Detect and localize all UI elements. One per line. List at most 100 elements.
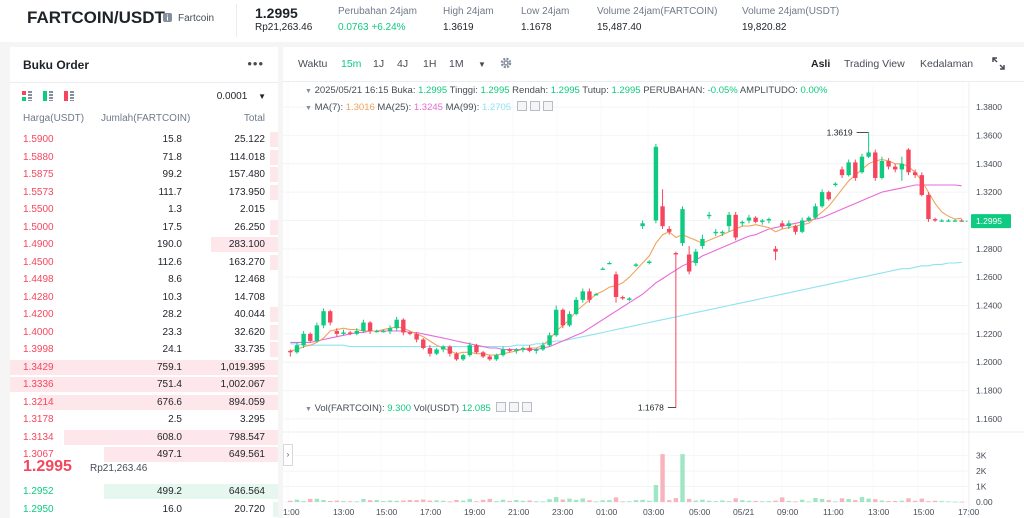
candlestick-chart[interactable]: 1.38001.36001.34001.32001.30001.28001.26…: [283, 82, 1024, 518]
bid-row[interactable]: 1.2950 16.0 20.720: [10, 501, 278, 517]
indicator-settings-icon[interactable]: [516, 101, 527, 111]
interval-1j[interactable]: 1J: [373, 58, 385, 70]
ask-row[interactable]: 1.3998 24.1 33.735: [10, 342, 278, 357]
collapse-arrow-icon[interactable]: ▼: [305, 406, 312, 413]
bid-row[interactable]: 1.2952 499.2 646.564: [10, 484, 278, 499]
volume-bar: [447, 501, 453, 503]
volume-tick-label: 2K: [976, 466, 987, 476]
price-tick-label: 1.2000: [976, 357, 1002, 367]
candle-body: [620, 297, 625, 299]
pair-symbol[interactable]: FARTCOIN/USDT: [27, 8, 165, 27]
interval-dropdown-icon[interactable]: ▼: [478, 60, 486, 69]
depth-bar: [269, 324, 278, 340]
candle-body: [826, 192, 831, 200]
indicator-close-icon[interactable]: [522, 402, 533, 412]
volume-bar: [912, 500, 918, 502]
ask-row[interactable]: 1.4000 23.3 32.620: [10, 324, 278, 340]
volume-bar: [560, 499, 566, 502]
candle-body: [686, 254, 692, 272]
candle-body: [560, 309, 566, 326]
indicator-hide-icon[interactable]: [529, 101, 540, 111]
view-original[interactable]: Asli: [811, 58, 831, 70]
fullscreen-icon[interactable]: [992, 57, 1005, 70]
ask-row[interactable]: 1.4200 28.2 40.044: [10, 307, 278, 322]
volume-bar: [959, 501, 964, 503]
ask-row[interactable]: 1.5900 15.8 25.122: [10, 132, 278, 147]
candle-body: [520, 348, 526, 350]
candle-body: [886, 160, 891, 167]
view-depth[interactable]: Kedalaman: [920, 58, 974, 70]
interval-4j[interactable]: 4J: [397, 58, 409, 70]
ma99-value: 1.2705: [482, 102, 512, 113]
pair-name[interactable]: Fartcoin: [178, 13, 215, 24]
high-label: Tinggi:: [449, 85, 478, 96]
ask-row[interactable]: 1.5573 111.7 173.950: [10, 184, 278, 200]
ask-total: 2.015: [239, 204, 265, 215]
ask-row[interactable]: 1.4280 10.3 14.708: [10, 290, 278, 305]
volume-bar: [653, 485, 659, 502]
ask-row[interactable]: 1.3178 2.5 3.295: [10, 412, 278, 427]
time-label[interactable]: Waktu: [298, 58, 328, 70]
tick-size-dropdown[interactable]: 0.0001 ▼: [217, 91, 266, 102]
ask-row[interactable]: 1.3067 497.1 649.561: [10, 447, 278, 462]
info-icon[interactable]: [163, 13, 172, 22]
ask-row[interactable]: 1.3214 676.6 894.059: [10, 394, 278, 410]
interval-15m[interactable]: 15m: [341, 58, 362, 70]
ask-row[interactable]: 1.3429 759.1 1,019.395: [10, 359, 278, 375]
candle-body: [720, 231, 725, 234]
volume-bar: [813, 497, 818, 502]
price-tick-label: 1.3200: [976, 187, 1002, 197]
bid-price: 1.2950: [23, 503, 54, 515]
ask-amount: 24.1: [162, 344, 182, 355]
volume-bar: [866, 498, 871, 502]
ask-row[interactable]: 1.5000 17.5 26.250: [10, 219, 278, 235]
book-view-asks-icon[interactable]: [64, 91, 75, 101]
ask-row[interactable]: 1.4900 190.0 283.100: [10, 237, 278, 252]
ask-total: 33.735: [234, 344, 265, 355]
ohlc-date: 2025/05/21 16:15: [314, 85, 389, 96]
ask-row[interactable]: 1.4498 8.6 12.468: [10, 272, 278, 287]
settings-gear-icon[interactable]: [500, 57, 512, 69]
ask-row[interactable]: 1.5500 1.3 2.015: [10, 202, 278, 217]
more-options-button[interactable]: •••: [247, 56, 264, 71]
ask-price: 1.4900: [23, 239, 54, 250]
collapse-arrow-icon[interactable]: ▼: [305, 105, 312, 112]
candle-body: [726, 214, 732, 227]
close-value: 1.2995: [611, 85, 641, 96]
ask-total: 649.561: [228, 449, 265, 460]
book-view-both-icon[interactable]: [22, 91, 32, 101]
volume-bar: [873, 499, 878, 502]
divider: [236, 4, 237, 37]
vol-base-label: Vol(FARTCOIN):: [314, 403, 385, 414]
volume-bar: [487, 498, 492, 502]
view-tradingview[interactable]: Trading View: [844, 58, 905, 70]
volume-bar: [540, 501, 546, 503]
volume-bar: [500, 499, 506, 502]
ask-row[interactable]: 1.3134 608.0 798.547: [10, 429, 278, 445]
interval-1h[interactable]: 1H: [423, 58, 437, 70]
divider: [283, 81, 1024, 82]
volume-bar: [952, 501, 958, 503]
ask-amount: 1.3: [168, 204, 182, 215]
indicator-settings-icon[interactable]: [496, 402, 507, 412]
candle-body: [447, 346, 453, 354]
low-value: 1.2995: [550, 85, 580, 96]
interval-1m[interactable]: 1M: [449, 58, 464, 70]
expand-panel-button[interactable]: ›: [283, 444, 293, 466]
candle-body: [308, 333, 313, 341]
collapse-arrow-icon[interactable]: ▼: [305, 88, 312, 95]
volume-bar: [613, 497, 619, 502]
volume-bar: [746, 500, 752, 502]
candle-body: [893, 166, 898, 170]
indicator-close-icon[interactable]: [542, 101, 553, 111]
ask-row[interactable]: 1.5880 71.8 114.018: [10, 149, 278, 165]
volume-bar: [932, 500, 938, 502]
ask-row[interactable]: 1.3336 751.4 1,002.067: [10, 377, 278, 392]
candle-body: [427, 348, 433, 354]
indicator-hide-icon[interactable]: [509, 402, 520, 412]
candle-body: [288, 350, 293, 353]
volume-bar: [633, 500, 639, 502]
book-view-bids-icon[interactable]: [43, 91, 54, 101]
ask-row[interactable]: 1.4500 112.6 163.270: [10, 254, 278, 270]
ask-row[interactable]: 1.5875 99.2 157.480: [10, 167, 278, 182]
